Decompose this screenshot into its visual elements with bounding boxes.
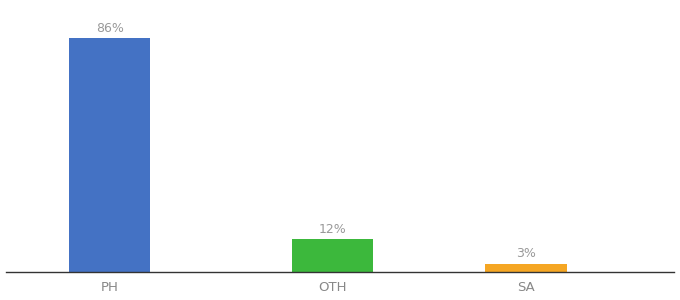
Bar	[292, 239, 373, 272]
Text: 3%: 3%	[516, 247, 536, 260]
Text: 86%: 86%	[96, 22, 124, 35]
Text: 12%: 12%	[319, 223, 346, 236]
Bar	[485, 264, 566, 272]
Bar	[69, 38, 150, 272]
